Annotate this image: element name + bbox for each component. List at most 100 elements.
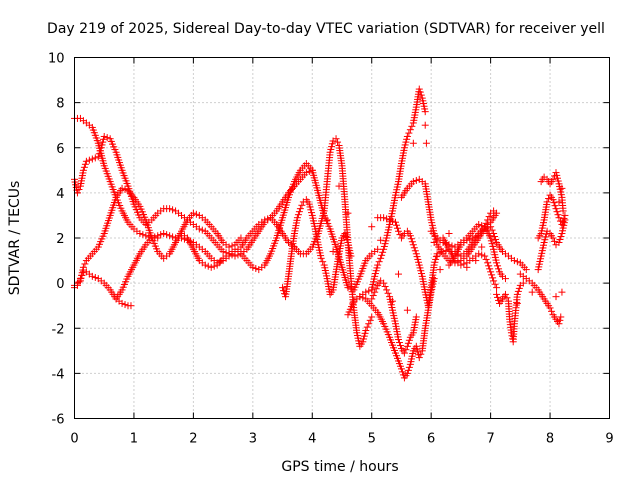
data-point: [151, 233, 159, 241]
data-point: [421, 121, 429, 129]
data-point: [317, 254, 325, 262]
data-point: [442, 246, 450, 254]
data-point: [75, 278, 83, 286]
data-point: [295, 208, 303, 216]
data-point: [88, 272, 96, 280]
data-point: [469, 234, 477, 242]
data-point: [343, 236, 351, 244]
data-point: [377, 236, 385, 244]
data-point: [514, 287, 522, 295]
data-point: [557, 232, 565, 240]
data-point: [386, 216, 394, 224]
data-point: [404, 366, 412, 374]
data-point: [347, 285, 355, 293]
data-point: [545, 195, 553, 203]
data-point: [463, 236, 471, 244]
data-point: [415, 85, 423, 93]
x-tick-label: 3: [249, 432, 257, 447]
data-point: [362, 288, 370, 296]
data-point: [380, 279, 388, 287]
data-point: [405, 129, 413, 137]
data-point: [478, 222, 486, 230]
data-point: [81, 160, 89, 168]
data-point: [403, 342, 411, 350]
data-point: [393, 224, 401, 232]
data-point: [91, 154, 99, 162]
data-point: [380, 214, 388, 222]
data-point: [342, 232, 350, 240]
data-point: [75, 185, 83, 193]
data-point: [412, 176, 420, 184]
data-point: [396, 342, 404, 350]
data-point: [478, 243, 486, 251]
data-point: [400, 349, 408, 357]
y-axis-label: SDTVAR / TECUs: [7, 181, 23, 296]
data-point: [561, 211, 569, 219]
x-tick-label: 9: [605, 432, 613, 447]
data-point: [366, 316, 374, 324]
data-point: [379, 248, 387, 256]
data-point: [157, 231, 165, 239]
data-point: [207, 263, 215, 271]
data-point: [136, 229, 144, 237]
data-point: [79, 263, 87, 271]
data-point: [490, 207, 498, 215]
data-point: [249, 263, 257, 271]
data-point: [410, 244, 418, 252]
data-point: [374, 245, 382, 253]
data-point: [384, 289, 392, 297]
data-point: [481, 223, 489, 231]
data-point: [478, 251, 486, 259]
data-point: [261, 216, 269, 224]
data-point: [552, 205, 560, 213]
data-point: [374, 261, 382, 269]
data-point: [558, 184, 566, 192]
data-point: [160, 229, 168, 237]
data-point: [481, 252, 489, 260]
data-point: [296, 205, 304, 213]
y-tick-label: 2: [56, 232, 64, 247]
data-point: [485, 213, 493, 221]
data-point: [121, 185, 129, 193]
data-point: [519, 279, 527, 287]
data-point: [454, 251, 462, 259]
data-point: [475, 220, 483, 228]
data-point: [408, 122, 416, 130]
data-point: [332, 135, 340, 143]
data-point: [368, 313, 376, 321]
data-point: [466, 235, 474, 243]
data-point: [378, 251, 386, 259]
data-point: [394, 270, 402, 278]
data-point: [264, 215, 272, 223]
data-point: [484, 224, 492, 232]
data-point: [279, 284, 287, 292]
y-tick-label: 8: [56, 97, 64, 112]
data-point: [475, 250, 483, 258]
data-point: [169, 206, 177, 214]
data-point: [381, 283, 389, 291]
data-point: [371, 288, 379, 296]
data-point: [493, 284, 501, 292]
y-tick-label: 10: [48, 52, 65, 67]
data-point: [225, 243, 233, 251]
data-point: [406, 232, 414, 240]
data-point: [491, 232, 499, 240]
data-point: [503, 294, 511, 302]
data-point: [216, 258, 224, 266]
data-point: [148, 234, 156, 242]
data-point: [302, 169, 310, 177]
data-point: [166, 232, 174, 240]
data-point: [522, 266, 530, 274]
data-point: [493, 259, 501, 267]
data-point: [186, 237, 194, 245]
data-point: [513, 299, 521, 307]
data-point: [368, 223, 376, 231]
data-point: [482, 255, 490, 263]
data-point: [405, 336, 413, 344]
x-tick-label: 1: [130, 432, 138, 447]
data-point: [513, 290, 521, 298]
data-point: [73, 189, 81, 197]
data-point: [395, 339, 403, 347]
tick-labels: 0 1 2 3 4 5 6 7 8 9 -6 -4 -2 0 2 4 6 8 10: [48, 52, 614, 447]
data-point: [457, 261, 465, 269]
